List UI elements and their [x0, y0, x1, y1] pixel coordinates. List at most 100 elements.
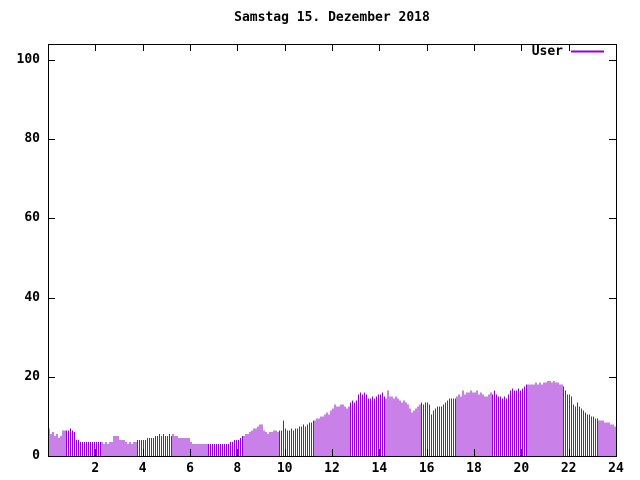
- bar: [227, 444, 229, 456]
- bar: [310, 422, 312, 456]
- bar: [251, 430, 253, 456]
- y-tick-label: 20: [24, 368, 40, 384]
- bar: [298, 426, 300, 456]
- bar: [225, 444, 227, 456]
- bar: [344, 406, 346, 456]
- bar: [490, 392, 492, 456]
- bar: [521, 388, 523, 456]
- x-tick-label: 22: [560, 461, 577, 476]
- bar: [350, 402, 352, 456]
- bar: [109, 442, 111, 456]
- bar: [448, 398, 450, 456]
- bar: [123, 440, 125, 456]
- bar: [72, 430, 74, 456]
- bar: [577, 402, 579, 456]
- bar: [160, 436, 162, 456]
- bar: [289, 430, 291, 456]
- bar: [198, 444, 200, 456]
- bar-series: [48, 380, 616, 456]
- bar: [494, 390, 496, 456]
- bar: [515, 390, 517, 456]
- bar: [95, 442, 97, 456]
- bar: [592, 416, 594, 456]
- bar: [133, 442, 135, 456]
- bar: [243, 436, 245, 456]
- bar: [285, 428, 287, 456]
- bar: [66, 430, 68, 456]
- bar: [582, 410, 584, 456]
- bar: [206, 444, 208, 456]
- bar: [304, 426, 306, 456]
- bar: [214, 444, 216, 456]
- bar: [511, 388, 513, 456]
- bar: [508, 394, 510, 456]
- bar: [334, 404, 336, 456]
- bar: [247, 434, 249, 456]
- x-tick-label: 24: [608, 461, 624, 476]
- bar: [608, 422, 610, 456]
- bar: [52, 432, 54, 456]
- bar: [216, 444, 218, 456]
- bar: [468, 392, 470, 456]
- chart-title: Samstag 15. Dezember 2018: [234, 10, 430, 25]
- x-tick-label: 8: [233, 461, 242, 476]
- bar: [233, 440, 235, 456]
- bar: [496, 394, 498, 456]
- bar: [446, 400, 448, 456]
- bar: [600, 420, 602, 456]
- axis-ticks: [48, 44, 617, 457]
- bar: [168, 434, 170, 456]
- bar: [377, 394, 379, 456]
- bar: [340, 404, 342, 456]
- bar: [176, 436, 178, 456]
- bar: [555, 382, 557, 456]
- bar: [442, 404, 444, 456]
- bar: [559, 384, 561, 456]
- bar: [302, 424, 304, 456]
- bar: [91, 442, 93, 456]
- bar: [85, 442, 87, 456]
- bar: [324, 414, 326, 456]
- bar: [523, 386, 525, 456]
- bar: [287, 430, 289, 456]
- bar: [154, 436, 156, 456]
- bar: [56, 434, 58, 456]
- bar: [588, 414, 590, 456]
- bar: [76, 440, 78, 456]
- bar: [569, 394, 571, 456]
- bar: [121, 440, 123, 456]
- bar: [371, 396, 373, 456]
- bar: [435, 408, 437, 456]
- y-tick-label: 0: [32, 448, 40, 463]
- bar: [385, 398, 387, 456]
- bar: [606, 422, 608, 456]
- bar: [604, 422, 606, 456]
- bar: [444, 402, 446, 456]
- bar: [565, 390, 567, 456]
- bar: [369, 398, 371, 456]
- bar: [283, 420, 285, 456]
- bar: [131, 444, 133, 456]
- bar: [259, 424, 261, 456]
- bar: [549, 380, 551, 456]
- bar: [502, 398, 504, 456]
- x-tick-label: 2: [91, 461, 100, 476]
- bar: [504, 396, 506, 456]
- bar: [358, 394, 360, 456]
- bar: [200, 444, 202, 456]
- bar: [188, 438, 190, 456]
- bar: [393, 398, 395, 456]
- bar: [579, 406, 581, 456]
- bar: [281, 430, 283, 456]
- bar: [417, 406, 419, 456]
- bar: [235, 440, 237, 456]
- bar: [421, 402, 423, 456]
- bar: [598, 420, 600, 456]
- bar: [54, 436, 56, 456]
- bar: [93, 442, 95, 456]
- bar: [545, 382, 547, 456]
- bar: [498, 396, 500, 456]
- x-tick-label: 12: [324, 461, 340, 476]
- bar: [535, 382, 537, 456]
